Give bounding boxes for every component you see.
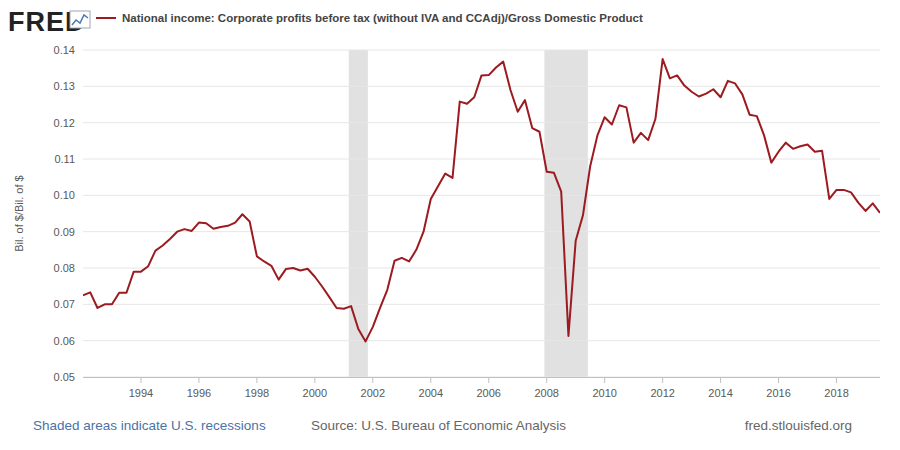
chart: 0.05 0.06 0.07 0.08 0.09 0.10 0.11 0.12 0.13 0.14… xyxy=(0,0,900,450)
grid-line xyxy=(83,304,880,305)
y-tick-label: 0.05 xyxy=(54,371,75,383)
grid-line xyxy=(83,159,880,160)
x-tick-label: 2002 xyxy=(361,387,385,399)
source: Source: U.S. Bureau of Economic Analysis xyxy=(311,418,566,433)
y-tick-label: 0.08 xyxy=(54,262,75,274)
series-group xyxy=(83,59,880,341)
grid-line xyxy=(83,86,880,87)
y-tick-label: 0.09 xyxy=(54,226,75,238)
grid-line xyxy=(83,377,880,378)
brand-icon xyxy=(70,11,90,28)
recession-note: Shaded areas indicate U.S. recessions xyxy=(33,418,266,433)
grid-line xyxy=(83,268,880,269)
x-tick xyxy=(256,377,257,383)
legend: National income: Corporate profits befor… xyxy=(96,12,643,24)
x-tick xyxy=(198,377,199,383)
x-tick xyxy=(488,377,489,383)
x-tick-label: 2016 xyxy=(766,387,790,399)
y-tick-label: 0.07 xyxy=(54,298,75,310)
x-tick xyxy=(546,377,547,383)
legend-swatch xyxy=(96,17,116,19)
x-tick xyxy=(372,377,373,383)
y-axis-label: Bil. of $/Bil. of $ xyxy=(13,175,25,251)
y-tick-label: 0.11 xyxy=(54,153,75,165)
x-tick xyxy=(720,377,721,383)
y-tick-label: 0.10 xyxy=(54,189,75,201)
x-tick-label: 2014 xyxy=(708,387,732,399)
x-tick-label: 2006 xyxy=(477,387,501,399)
x-tick-label: 2012 xyxy=(650,387,674,399)
brand-icon-frame xyxy=(70,11,90,28)
x-tick xyxy=(662,377,663,383)
recessions xyxy=(349,50,588,377)
grid-line xyxy=(83,195,880,196)
legend-label: National income: Corporate profits befor… xyxy=(122,12,643,24)
x-tick xyxy=(604,377,605,383)
x-axis-line xyxy=(83,377,880,378)
background xyxy=(0,0,900,450)
grid-line xyxy=(83,231,880,232)
x-tick xyxy=(836,377,837,383)
x-tick xyxy=(778,377,779,383)
x-tick-label: 2008 xyxy=(534,387,558,399)
y-tick-label: 0.12 xyxy=(54,117,75,129)
y-tick-label: 0.14 xyxy=(54,44,75,56)
y-tick-label: 0.13 xyxy=(54,80,75,92)
x-tick-label: 2000 xyxy=(303,387,327,399)
x-axis: 1994 1996 1998 2000 2002 2004 2006 2008 2010 2012… xyxy=(83,377,880,399)
x-tick-label: 1994 xyxy=(129,387,153,399)
y-axis: 0.05 0.06 0.07 0.08 0.09 0.10 0.11 0.12 0.13 0.14 xyxy=(54,44,880,383)
recession-band xyxy=(544,50,587,377)
grid-line xyxy=(83,50,880,51)
x-tick-label: 1998 xyxy=(245,387,269,399)
x-tick-label: 2010 xyxy=(592,387,616,399)
x-tick xyxy=(430,377,431,383)
x-tick xyxy=(140,377,141,383)
x-tick xyxy=(314,377,315,383)
series-line xyxy=(83,59,880,341)
grid-line xyxy=(83,340,880,341)
y-tick-label: 0.06 xyxy=(54,335,75,347)
x-tick-label: 2018 xyxy=(824,387,848,399)
x-tick-label: 1996 xyxy=(187,387,211,399)
brand-icon-line xyxy=(72,15,88,25)
credit: fred.stlouisfed.org xyxy=(745,418,852,433)
x-tick-label: 2004 xyxy=(419,387,443,399)
